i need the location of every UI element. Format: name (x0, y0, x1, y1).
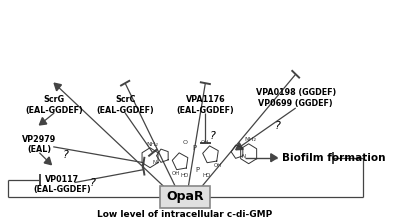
Text: HO: HO (181, 173, 189, 178)
Polygon shape (271, 154, 277, 162)
Text: N: N (241, 154, 245, 159)
Text: HO: HO (203, 173, 211, 178)
Text: Low level of intracellular c-di-GMP: Low level of intracellular c-di-GMP (98, 210, 273, 219)
Polygon shape (40, 118, 47, 125)
Text: VPA0198 (GGDEF)
VP0699 (GGDEF): VPA0198 (GGDEF) VP0699 (GGDEF) (256, 88, 336, 108)
Text: N: N (152, 160, 157, 165)
Text: P: P (195, 167, 199, 173)
Polygon shape (54, 83, 62, 91)
Text: ScrC
(EAL-GGDEF): ScrC (EAL-GGDEF) (96, 95, 154, 114)
Text: Biofilm formation: Biofilm formation (282, 153, 385, 163)
FancyBboxPatch shape (160, 186, 210, 207)
Text: P: P (192, 145, 196, 151)
Text: ?: ? (62, 150, 68, 160)
Text: ScrG
(EAL-GGDEF): ScrG (EAL-GGDEF) (25, 95, 83, 114)
Text: ?: ? (210, 131, 216, 141)
Text: ?: ? (90, 178, 96, 187)
Text: OH: OH (172, 171, 180, 176)
Text: NH₂: NH₂ (146, 142, 158, 147)
Text: OpaR: OpaR (166, 190, 204, 203)
Text: NH₂: NH₂ (244, 137, 256, 142)
Text: ?: ? (274, 121, 280, 131)
Text: VPA1176
(EAL-GGDEF): VPA1176 (EAL-GGDEF) (176, 95, 234, 114)
Text: OH: OH (201, 140, 210, 145)
Text: VP0117
(EAL-GGDEF): VP0117 (EAL-GGDEF) (34, 175, 91, 194)
Text: O: O (182, 140, 188, 145)
Polygon shape (44, 157, 51, 165)
Text: OH: OH (214, 163, 222, 168)
Polygon shape (236, 143, 243, 150)
Text: VP2979
(EAL): VP2979 (EAL) (22, 135, 56, 154)
